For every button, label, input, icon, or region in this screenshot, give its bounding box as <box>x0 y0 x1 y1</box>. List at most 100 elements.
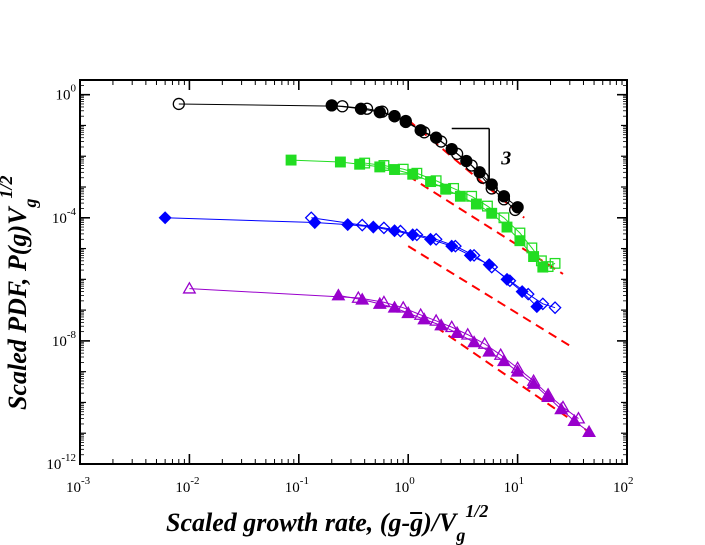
data-point <box>325 99 338 112</box>
data-point <box>425 176 436 188</box>
x-tick-label: 102 <box>613 475 634 496</box>
data-point <box>445 142 458 156</box>
data-point <box>497 190 511 203</box>
data-point <box>411 167 423 179</box>
y-tick-label: 10-12 <box>46 452 76 473</box>
data-point <box>515 285 529 299</box>
x-tick-label: 100 <box>394 475 415 496</box>
data-point <box>477 336 492 349</box>
y-axis-title: Scaled PDF, P(g)Vg1/2 <box>0 176 40 410</box>
data-point <box>481 200 493 212</box>
data-point <box>429 131 443 144</box>
data-point <box>541 387 556 400</box>
data-point <box>460 154 473 168</box>
data-point <box>393 224 407 238</box>
data-point <box>548 301 562 315</box>
series-blue-open <box>304 211 562 315</box>
y-tick-label: 10-8 <box>52 329 77 350</box>
data-point <box>466 190 478 202</box>
data-point <box>467 248 481 262</box>
x-tick-label: 10-2 <box>175 475 199 496</box>
data-point <box>429 313 444 326</box>
data-point <box>448 239 462 253</box>
axis-ticks <box>79 79 628 465</box>
data-point <box>535 255 547 267</box>
data-point <box>430 175 442 187</box>
data-point <box>498 212 510 224</box>
series-black-filled <box>325 99 524 214</box>
x-tick-labels: 10-3 10-2 10-1 100 101 102 <box>66 475 634 496</box>
data-point <box>389 164 400 175</box>
data-point <box>500 272 514 286</box>
data-point <box>387 300 402 313</box>
data-point <box>413 307 428 320</box>
data-point <box>571 411 586 424</box>
data-point <box>473 166 486 179</box>
y-tick-label: 100 <box>56 83 77 104</box>
data-point <box>399 114 412 128</box>
data-point <box>485 260 499 274</box>
data-point <box>521 287 535 301</box>
data-point <box>514 235 526 247</box>
data-point <box>582 424 596 437</box>
data-point <box>414 124 427 137</box>
data-point <box>172 97 185 111</box>
data-point <box>536 297 550 311</box>
data-point <box>526 373 541 386</box>
series-line-blue-filled <box>165 217 538 307</box>
data-point <box>388 110 401 123</box>
data-point <box>445 239 459 253</box>
data-point <box>493 347 508 360</box>
data-point <box>354 102 368 115</box>
series-line-purple-open <box>189 288 579 419</box>
y-tick-labels: 100 10-4 10-8 10-12 <box>46 83 76 473</box>
data-point <box>182 281 197 294</box>
data-point <box>460 327 475 340</box>
data-point <box>448 182 460 194</box>
x-tick-label: 10-1 <box>285 475 309 496</box>
data-point <box>351 290 366 303</box>
data-point <box>377 295 391 308</box>
data-point <box>158 211 172 225</box>
data-point <box>467 335 481 348</box>
data-point <box>482 344 497 357</box>
data-point <box>514 227 526 239</box>
data-point <box>542 261 554 273</box>
data-point <box>503 274 517 288</box>
data-point <box>359 157 371 169</box>
data-point <box>510 361 525 374</box>
data-point <box>429 232 443 246</box>
data-point <box>285 154 297 166</box>
data-point <box>526 242 538 254</box>
data-point <box>341 218 355 232</box>
x-axis-title: Scaled growth rate, (g-g)/Vg1/2 <box>166 501 488 545</box>
data-point <box>374 161 386 173</box>
data-point <box>366 220 380 234</box>
y-tick-label: 10-4 <box>52 206 77 227</box>
data-point <box>397 163 409 175</box>
x-tick-label: 10-3 <box>66 475 91 496</box>
data-point <box>497 354 511 367</box>
data-point <box>485 178 498 191</box>
data-point <box>355 218 369 232</box>
x-axis-title-bar-g: g <box>409 508 423 537</box>
data-point <box>549 257 561 269</box>
data-point <box>511 201 524 214</box>
reference-line-4 <box>435 326 590 433</box>
data-point <box>410 228 424 242</box>
reference-lines <box>407 119 590 433</box>
data-point <box>334 156 346 168</box>
series-purple-filled <box>331 288 596 437</box>
data-point <box>331 288 346 301</box>
data-point <box>373 106 386 119</box>
data-point <box>377 221 391 235</box>
data-point <box>444 320 459 333</box>
series-line-blue-open <box>311 217 556 309</box>
series-purple-open <box>182 281 586 424</box>
plot-frame <box>79 79 628 465</box>
data-point <box>396 300 411 313</box>
data-point <box>530 300 544 314</box>
slope-annotation: 3 <box>451 127 511 189</box>
reference-line-3 <box>407 245 572 348</box>
